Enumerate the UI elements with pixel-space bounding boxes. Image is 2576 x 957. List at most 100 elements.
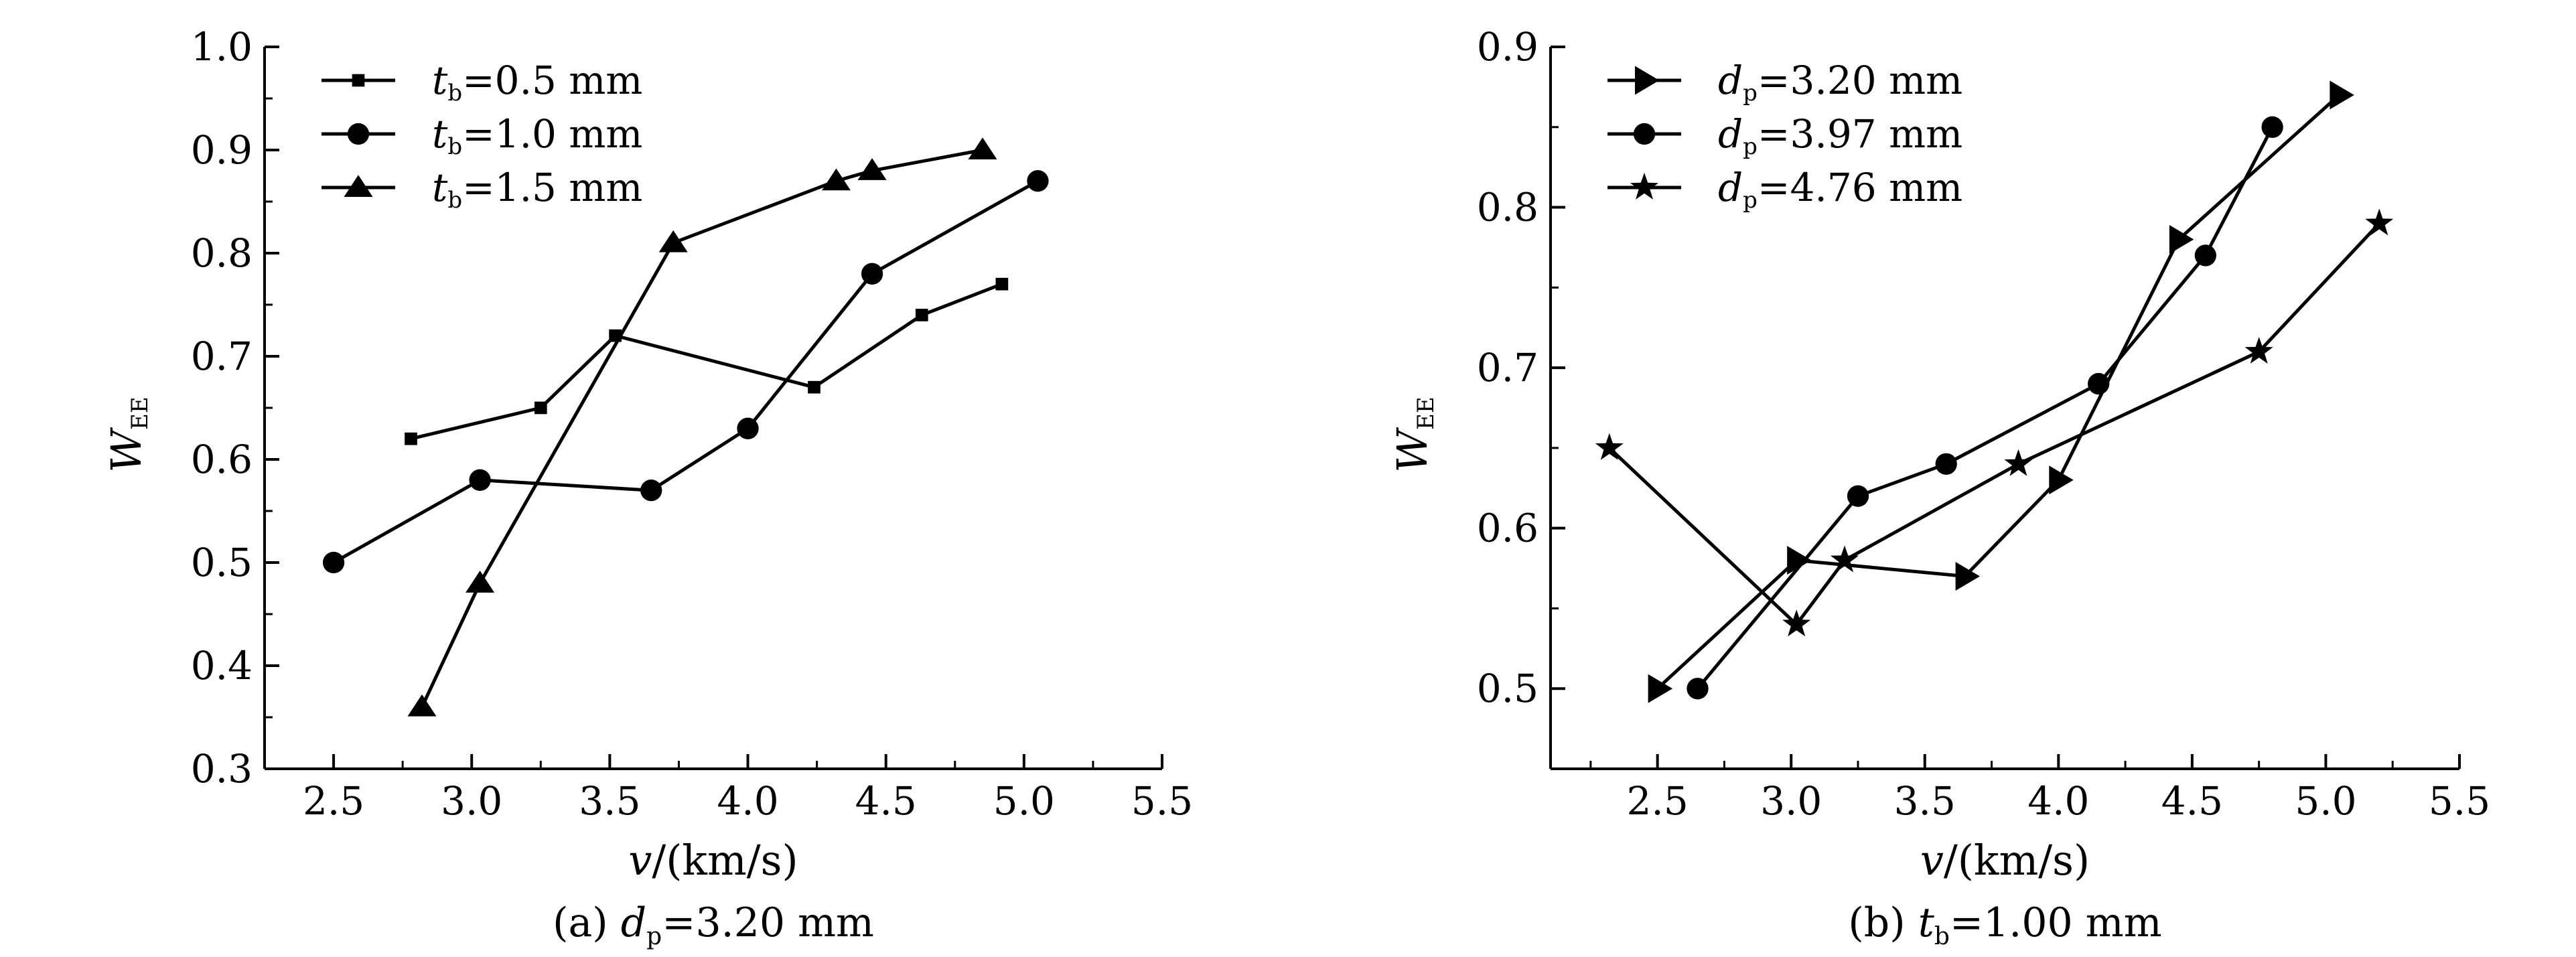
- legend-sub: b: [447, 133, 462, 160]
- data-point-marker: [2365, 208, 2394, 236]
- data-point-marker: [466, 571, 495, 593]
- x-axis-label: v/(km/s): [1920, 836, 2090, 885]
- legend-marker: [347, 123, 370, 145]
- data-point-marker: [1831, 545, 1859, 573]
- legend-var: d: [1718, 58, 1743, 103]
- legend-var: d: [1718, 111, 1743, 157]
- legend-marker: [1633, 123, 1656, 145]
- x-tick-label: 4.0: [717, 778, 778, 824]
- legend-label: dp=4.76 mm: [1718, 165, 1962, 214]
- y-tick-label: 0.6: [1477, 506, 1539, 551]
- x-axis-label-unit: /(km/s): [652, 836, 798, 885]
- series-2: [322, 170, 1049, 574]
- legend-marker: [1630, 172, 1658, 200]
- panel-caption: (b) tb=1.00 mm: [1848, 899, 2161, 950]
- legend-marker: [352, 74, 365, 87]
- series-line: [1656, 94, 2341, 690]
- legend-entry-1: dp=3.20 mm: [1607, 58, 1962, 106]
- caption-sub: b: [1934, 923, 1950, 950]
- legend-label: dp=3.97 mm: [1718, 111, 1962, 160]
- series-line: [332, 179, 1039, 565]
- legend-entry-1: tb=0.5 mm: [321, 58, 642, 106]
- y-tick-label: 0.3: [191, 746, 253, 792]
- data-point-marker: [469, 469, 491, 491]
- legend-label: dp=3.20 mm: [1718, 58, 1962, 106]
- x-tick-label: 2.5: [303, 778, 364, 824]
- data-point-marker: [1782, 609, 1811, 637]
- x-tick-label: 4.0: [2027, 778, 2089, 824]
- data-point-marker: [1595, 433, 1624, 460]
- x-tick-label: 5.5: [2429, 778, 2490, 824]
- y-tick-label: 1.0: [191, 24, 253, 70]
- legend-entry-2: dp=3.97 mm: [1607, 111, 1962, 160]
- data-point-marker: [1955, 562, 1981, 591]
- data-point-marker: [2330, 80, 2354, 110]
- panel-a: 2.5 3.0 3.5 4.0 4.5 5.0 5.5 0.3 0.4 0.5 0.6 0.7 0.8 0…: [102, 24, 1193, 950]
- y-tick-label: 0.7: [191, 334, 253, 379]
- legend-label: tb=0.5 mm: [432, 58, 642, 106]
- legend-value: =1.5 mm: [462, 165, 642, 210]
- data-point-marker: [658, 230, 688, 252]
- y-axis-label-var: W: [1388, 427, 1437, 473]
- legend-var: t: [432, 58, 448, 103]
- y-axis-label-sub: EE: [1413, 396, 1439, 430]
- series-line: [420, 148, 983, 708]
- data-point-marker: [861, 263, 883, 285]
- x-tick-label: 5.0: [993, 778, 1055, 824]
- legend-sub: p: [1743, 80, 1758, 106]
- legend-sub: p: [1743, 187, 1758, 214]
- legend-entry-2: tb=1.0 mm: [321, 111, 642, 160]
- legend-sub: p: [1743, 133, 1758, 160]
- data-point-marker: [2261, 116, 2283, 138]
- data-point-marker: [322, 551, 345, 574]
- x-tick-label: 3.5: [1894, 778, 1956, 824]
- legend-marker: [344, 175, 373, 198]
- x-tick-label: 4.5: [855, 778, 917, 824]
- panel-b: 2.5 3.0 3.5 4.0 4.5 5.0 5.5 0.5 0.6 0.7 0.8 0.9 WEE v…: [1388, 24, 2490, 950]
- x-axis-label-unit: /(km/s): [1944, 836, 2090, 885]
- y-axis-label-var: W: [102, 427, 151, 473]
- data-point-marker: [405, 432, 417, 445]
- data-point-marker: [995, 277, 1009, 291]
- data-point-marker: [2049, 465, 2074, 495]
- x-tick-label: 3.0: [441, 778, 502, 824]
- x-tick-label: 5.0: [2295, 778, 2356, 824]
- caption-value: =1.00 mm: [1950, 899, 2162, 946]
- data-point-marker: [407, 694, 437, 717]
- x-tick-label: 2.5: [1627, 778, 1689, 824]
- data-point-marker: [808, 380, 820, 394]
- legend-var: d: [1718, 165, 1743, 210]
- data-point-marker: [1027, 170, 1049, 192]
- legend-value: =3.97 mm: [1758, 111, 1962, 157]
- series-line: [410, 282, 1003, 441]
- legend-value: =3.20 mm: [1758, 58, 1962, 103]
- y-tick-label: 0.9: [191, 127, 253, 173]
- legend-marker: [1634, 66, 1660, 95]
- y-axis-label: WEE: [102, 396, 153, 472]
- y-tick-label: 0.4: [191, 643, 253, 688]
- caption-prefix: (a): [553, 899, 621, 946]
- legend-sub: b: [447, 187, 462, 214]
- data-point-marker: [915, 309, 928, 321]
- legend-var: t: [432, 165, 448, 210]
- data-point-marker: [857, 158, 887, 180]
- y-tick-label: 0.5: [1477, 666, 1539, 711]
- caption-value: =3.20 mm: [662, 899, 874, 946]
- data-point-marker: [640, 480, 662, 502]
- x-tick-label: 3.0: [1760, 778, 1822, 824]
- x-axis-label-var: v: [628, 836, 652, 885]
- x-tick-label: 3.5: [579, 778, 640, 824]
- legend-label: tb=1.0 mm: [432, 111, 642, 160]
- data-point-marker: [2169, 224, 2194, 254]
- data-point-marker: [1787, 546, 1812, 575]
- y-tick-label: 0.8: [191, 230, 253, 276]
- data-point-marker: [821, 168, 851, 191]
- caption-var: t: [1918, 899, 1935, 946]
- caption-sub: p: [646, 923, 662, 950]
- panel-caption: (a) dp=3.20 mm: [553, 899, 874, 950]
- y-tick-label: 0.5: [191, 540, 253, 585]
- series-line: [1608, 222, 2381, 626]
- x-tick-label: 5.5: [1131, 778, 1193, 824]
- legend-var: t: [432, 111, 448, 157]
